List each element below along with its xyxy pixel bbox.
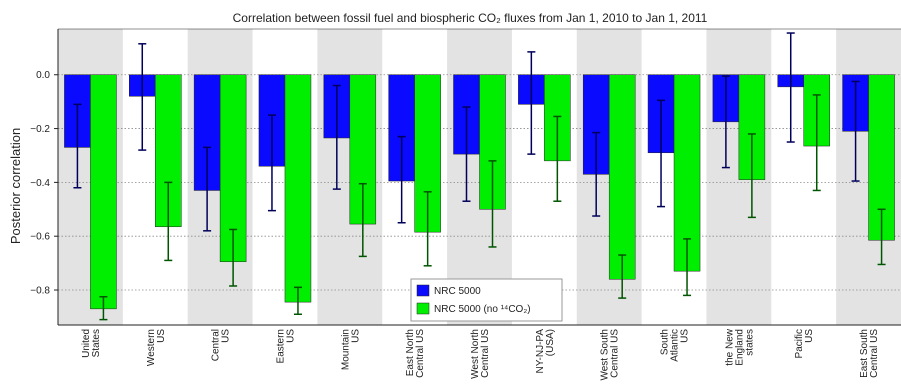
xtick-label-group-5: East North Central US [405,329,426,378]
xtick-label-group-4: Mountain US [340,329,361,370]
ytick-label-0: 0.0 [36,70,50,81]
ytick-label-2: −0.4 [30,178,50,189]
ytick-label-1: −0.2 [30,124,50,135]
xtick-label-8-line-0: West South [600,329,611,381]
xtick-label-10-line-0: the New [724,328,735,365]
xtick-label-1-line-1: US [156,329,167,343]
xtick-label-9-line-2: US [680,329,691,343]
xtick-label-group-3: Eastern US [275,329,296,364]
xtick-label-3-line-1: US [285,329,296,343]
xtick-label-0-line-0: United [81,329,92,358]
xtick-label-9-line-1: Atlantic [670,329,681,362]
x-tick-labels: United States Western US Central US Eastern US M… [81,328,880,380]
axes [57,28,901,326]
xtick-label-1-line-0: Western [146,329,157,366]
xtick-label-group-12: East South Central US [859,329,880,378]
y-tick-labels: 0.0 −0.2 −0.4 −0.6 −0.8 [30,70,58,297]
xtick-label-4-line-1: US [350,329,361,343]
xtick-label-group-7: NY-NJ-PA (USA) [535,329,556,374]
bar-s1-c3 [284,74,312,303]
legend: NRC 5000 NRC 5000 (no ¹⁴CO₂) [410,278,563,322]
xtick-label-10-line-1: England [734,329,745,366]
error-bars [73,32,886,321]
xtick-label-2-line-1: US [221,329,232,343]
legend-swatch-nrc-5000 [416,284,430,297]
legend-label-nrc-5000-no-14co2: NRC 5000 (no ¹⁴CO₂) [434,304,531,315]
xtick-label-group-9: South Atlantic US [660,329,691,362]
legend-box [410,278,563,322]
xtick-label-6-line-1: Central US [480,329,491,378]
xtick-label-11-line-0: Pacific [794,329,805,358]
xtick-label-9-line-0: South [660,329,671,355]
bar-s1-c0 [90,74,117,310]
xtick-label-4-line-0: Mountain [340,329,351,370]
legend-label-nrc-5000: NRC 5000 [434,286,481,297]
xtick-label-group-0: United States [81,329,102,358]
xtick-label-group-6: West North Central US [470,329,491,379]
xtick-label-0-line-1: States [91,329,102,357]
xtick-label-5-line-1: Central US [415,329,426,378]
xtick-label-12-line-0: East South [859,329,870,378]
xtick-label-11-line-1: US [804,329,815,343]
xtick-label-10-line-2: states [744,329,755,356]
bar-s1-c8 [608,74,636,280]
xtick-label-6-line-0: West North [470,329,481,379]
xtick-label-group-1: Western US [146,329,167,366]
xtick-label-2-line-0: Central [211,329,222,361]
legend-swatch-nrc-5000-no-14co2 [416,302,430,315]
ytick-label-4: −0.8 [30,286,50,297]
xtick-label-3-line-0: Eastern [275,329,286,363]
xtick-label-12-line-1: Central US [869,329,880,378]
xtick-label-group-2: Central US [211,329,232,362]
ytick-label-3: −0.6 [30,232,50,243]
chart-title: Correlation between fossil fuel and bios… [233,11,708,25]
xtick-label-group-11: Pacific US [794,329,815,359]
xtick-label-7-line-1: (USA) [545,329,556,356]
xtick-label-8-line-1: Central US [610,329,621,378]
xtick-label-group-10: the New England states [724,328,755,365]
xtick-label-5-line-0: East North [405,329,416,376]
xtick-label-group-8: West South Central US [600,329,621,381]
xtick-label-7-line-0: NY-NJ-PA [535,329,546,374]
y-axis-label: Posterior correlation [8,128,23,244]
